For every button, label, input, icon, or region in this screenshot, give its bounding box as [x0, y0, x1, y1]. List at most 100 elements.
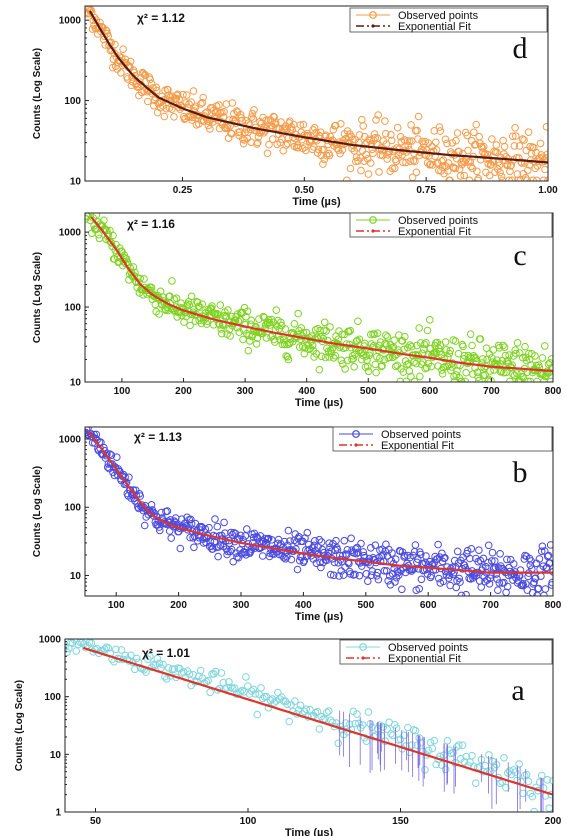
observed-point [329, 571, 338, 580]
observed-point [300, 557, 309, 565]
observed-point [221, 529, 229, 538]
observed-point [238, 116, 246, 125]
observed-point [509, 132, 517, 141]
observed-point [417, 575, 426, 584]
observed-point [253, 138, 262, 147]
observed-point [355, 719, 363, 728]
observed-point [366, 159, 375, 167]
observed-point [399, 158, 407, 167]
plot-frame [84, 426, 554, 597]
chi-square-label: χ² = 1.16 [127, 217, 175, 231]
observed-point [186, 321, 194, 330]
observed-point [495, 344, 504, 352]
observed-point [529, 176, 537, 181]
observed-point [488, 135, 496, 143]
legend-observed-marker [369, 11, 377, 19]
observed-point [144, 97, 152, 106]
observed-points-markers [65, 639, 553, 812]
observed-point [510, 371, 519, 380]
legend-box [349, 7, 548, 33]
observed-point [254, 133, 263, 141]
x-tick-label: 300 [233, 600, 250, 611]
legend-box [332, 426, 553, 452]
chi-square-label: χ² = 1.13 [134, 430, 182, 444]
observed-point [346, 326, 355, 335]
observed-point [125, 473, 133, 482]
observed-point [505, 563, 513, 572]
observed-point [222, 545, 231, 553]
observed-point [390, 164, 399, 173]
y-axis-label: Counts (Log Scale) [32, 48, 43, 139]
observed-point [474, 373, 483, 382]
x-tick-label: 600 [420, 600, 437, 611]
observed-point [473, 368, 482, 377]
observed-point [407, 121, 415, 129]
observed-point [111, 40, 119, 49]
observed-point [129, 263, 138, 271]
observed-point [317, 712, 326, 721]
observed-point [139, 69, 148, 78]
observed-point [293, 565, 302, 574]
observed-point [217, 325, 225, 333]
observed-point [485, 350, 494, 358]
observed-point [215, 101, 223, 109]
observed-point [462, 752, 471, 761]
observed-point [220, 518, 228, 527]
observed-point [546, 377, 553, 382]
observed-point [165, 91, 173, 100]
y-tick-label: 1000 [39, 635, 62, 646]
observed-point [409, 551, 417, 560]
observed-point [468, 341, 476, 350]
observed-point [280, 340, 289, 349]
observed-point [241, 532, 250, 540]
observed-point [227, 683, 235, 692]
observed-point [448, 139, 457, 147]
observed-point [127, 651, 135, 660]
observed-point [368, 145, 377, 154]
observed-point [285, 717, 294, 726]
observed-point [420, 340, 429, 349]
observed-point [213, 522, 222, 531]
observed-point [455, 574, 464, 583]
observed-point [481, 577, 489, 586]
x-axis-label: Time (µs) [285, 827, 334, 836]
observed-point [367, 340, 376, 348]
x-tick-label: 150 [392, 816, 409, 827]
observed-point [500, 343, 509, 352]
observed-point [277, 118, 285, 126]
chart-panel-b: 100 200 300 400 500 600 700 800 10 100 1000 Time (µ… [32, 426, 562, 623]
observed-point [540, 342, 549, 350]
observed-point [314, 145, 323, 154]
observed-point [243, 525, 251, 533]
observed-point [215, 543, 223, 551]
observed-point [317, 563, 325, 572]
exponential-fit-line [88, 10, 548, 164]
observed-point [358, 146, 367, 155]
observed-point [478, 355, 487, 363]
observed-point [355, 571, 364, 580]
observed-point [152, 83, 160, 92]
observed-point [441, 765, 450, 774]
observed-point [515, 142, 524, 150]
observed-point [512, 132, 520, 140]
observed-point [296, 701, 305, 710]
observed-point [444, 167, 452, 175]
observed-point [540, 591, 548, 596]
observed-point [317, 352, 326, 361]
observed-point [247, 687, 256, 695]
observed-point [86, 7, 94, 15]
x-tick-label: 700 [483, 386, 500, 397]
observed-point [91, 225, 99, 233]
observed-point [260, 693, 269, 701]
observed-point [126, 57, 135, 66]
observed-point [509, 370, 517, 378]
observed-point [359, 548, 368, 556]
observed-point [122, 480, 130, 488]
observed-point [412, 359, 421, 368]
x-tick-label: 500 [360, 386, 377, 397]
observed-point [147, 501, 156, 509]
observed-point [284, 355, 293, 364]
observed-point [315, 535, 324, 544]
observed-point [299, 558, 308, 567]
observed-point [153, 86, 161, 95]
